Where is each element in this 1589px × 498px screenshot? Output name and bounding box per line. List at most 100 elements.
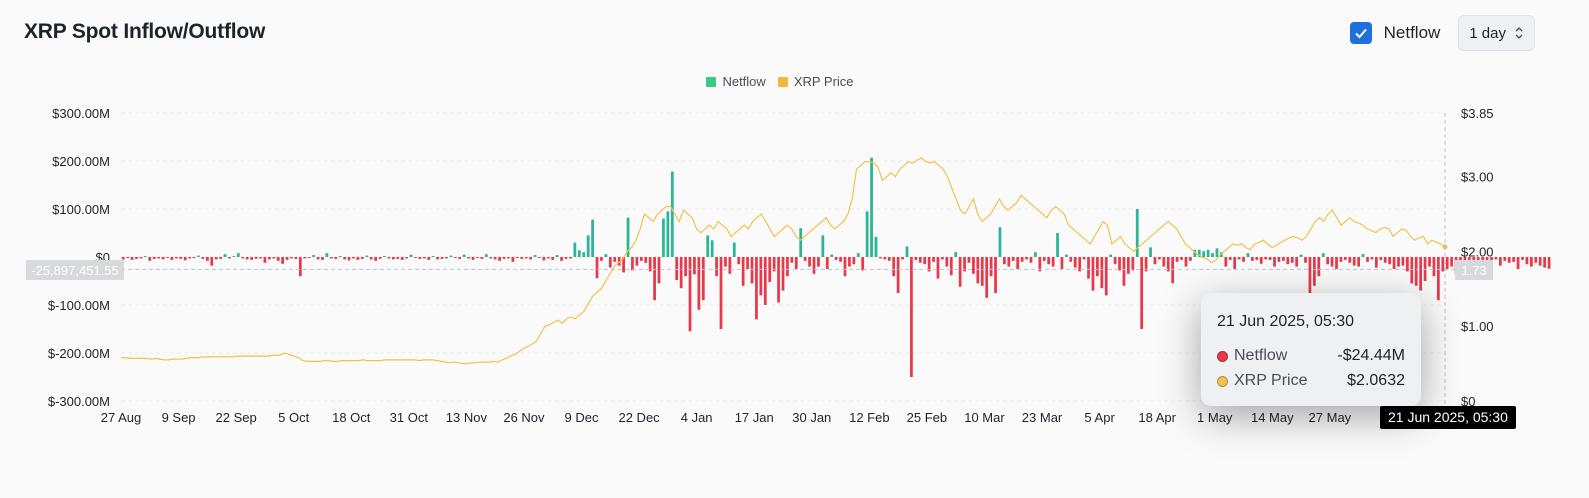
chart-axes: $300.00M $200.00M $100.00M $0 $-100.00M $-200… — [48, 106, 1494, 425]
netflow-bar — [1485, 257, 1489, 262]
netflow-bar — [130, 257, 134, 260]
netflow-bar — [312, 255, 315, 257]
netflow-checkbox[interactable] — [1349, 22, 1372, 44]
netflow-bar — [980, 257, 984, 286]
netflow-bar — [600, 257, 603, 261]
netflow-bar — [759, 257, 763, 296]
netflow-bar — [1397, 257, 1400, 267]
netflow-bar — [1450, 257, 1454, 267]
netflow-bar — [1171, 257, 1175, 284]
legend-item-price[interactable]: XRP Price — [777, 74, 854, 89]
netflow-bar — [1113, 257, 1117, 265]
netflow-bar — [817, 257, 820, 267]
netflow-bar — [250, 257, 254, 260]
x-tick-label: 22 Dec — [618, 410, 660, 425]
netflow-bar — [436, 257, 439, 260]
netflow-bar — [834, 257, 838, 260]
netflow-bar — [803, 257, 807, 261]
netflow-bar — [1290, 257, 1294, 263]
netflow-bar — [321, 257, 324, 260]
netflow-bar — [892, 257, 896, 277]
netflow-bar — [507, 257, 510, 259]
netflow-bar — [564, 257, 568, 259]
netflow-bar — [582, 252, 586, 257]
netflow-bar — [693, 257, 696, 275]
crosshair-x-value: 21 Jun 2025, 05:30 — [1380, 406, 1516, 429]
netflow-bar — [135, 257, 138, 259]
netflow-toggle-label[interactable]: Netflow — [1383, 23, 1441, 42]
netflow-bar — [985, 257, 989, 298]
netflow-bar — [1211, 253, 1214, 257]
netflow-bar — [883, 257, 887, 260]
x-tick-label: 22 Sep — [216, 410, 257, 425]
netflow-bar — [989, 257, 993, 277]
y-left-tick-label: $-300.00M — [48, 394, 110, 409]
netflow-bar — [1481, 257, 1485, 261]
crosshair-y-value: -25,897,451.55 — [26, 260, 124, 280]
price-line — [121, 157, 1446, 365]
netflow-bar — [1410, 257, 1414, 284]
netflow-bar — [484, 254, 488, 257]
netflow-bar — [706, 235, 710, 257]
netflow-bar — [577, 250, 581, 257]
netflow-bar — [1255, 257, 1259, 260]
netflow-bar — [945, 257, 949, 267]
netflow-bar — [972, 257, 975, 274]
netflow-bar — [1180, 257, 1183, 260]
x-tick-label: 9 Dec — [565, 410, 599, 425]
netflow-bar — [458, 257, 462, 259]
netflow-bar — [1383, 257, 1387, 263]
netflow-bar — [1304, 257, 1307, 263]
netflow-bar — [1503, 257, 1507, 261]
netflow-bar — [1366, 257, 1369, 262]
netflow-bar — [1158, 257, 1161, 260]
netflow-bar — [586, 235, 590, 257]
netflow-bar — [1494, 257, 1498, 260]
netflow-bar — [741, 257, 745, 286]
x-tick-label: 23 Mar — [1022, 410, 1063, 425]
x-tick-label: 18 Apr — [1138, 410, 1176, 425]
netflow-bar — [476, 257, 479, 258]
netflow-bar — [498, 257, 501, 261]
netflow-bar — [790, 257, 794, 263]
netflow-bar — [1042, 257, 1046, 261]
netflow-bar — [1308, 257, 1312, 301]
netflow-bar — [1414, 257, 1418, 286]
netflow-bar — [480, 257, 484, 259]
netflow-bar — [1498, 257, 1502, 266]
netflow-bar — [1237, 257, 1241, 260]
netflow-bar — [1251, 257, 1254, 261]
netflow-bar — [551, 257, 555, 260]
netflow-bar — [901, 257, 904, 260]
netflow-bar — [422, 257, 426, 259]
netflow-bar — [941, 257, 944, 260]
y-left-tick-label: $-200.00M — [48, 346, 110, 361]
netflow-bar — [591, 219, 594, 257]
netflow-bar — [152, 257, 156, 259]
netflow-bar — [1056, 233, 1059, 257]
netflow-bar — [1047, 257, 1051, 265]
netflow-bar — [1228, 257, 1232, 260]
netflow-bar — [228, 257, 231, 259]
netflow-bar — [560, 257, 563, 261]
chart-tooltip: 21 Jun 2025, 05:30 Netflow -$24.44M XRP … — [1201, 293, 1421, 406]
netflow-bar — [267, 257, 271, 260]
netflow-bar — [573, 242, 577, 257]
netflow-bar — [631, 257, 634, 271]
netflow-bar — [467, 257, 470, 259]
legend-swatch-price — [777, 76, 788, 87]
netflow-bar — [710, 240, 714, 257]
netflow-bar — [1122, 257, 1126, 286]
netflow-bar — [538, 257, 541, 258]
interval-select[interactable]: 1 day — [1458, 15, 1535, 51]
netflow-bar — [657, 257, 661, 284]
legend-item-netflow[interactable]: Netflow — [706, 74, 766, 89]
netflow-bar — [1339, 257, 1343, 262]
netflow-bar — [639, 257, 643, 261]
netflow-bar — [161, 257, 165, 260]
netflow-bar — [719, 257, 723, 329]
tooltip-price-label: XRP Price — [1234, 372, 1308, 389]
legend-label-price: XRP Price — [793, 74, 854, 89]
netflow-bar — [210, 257, 214, 266]
